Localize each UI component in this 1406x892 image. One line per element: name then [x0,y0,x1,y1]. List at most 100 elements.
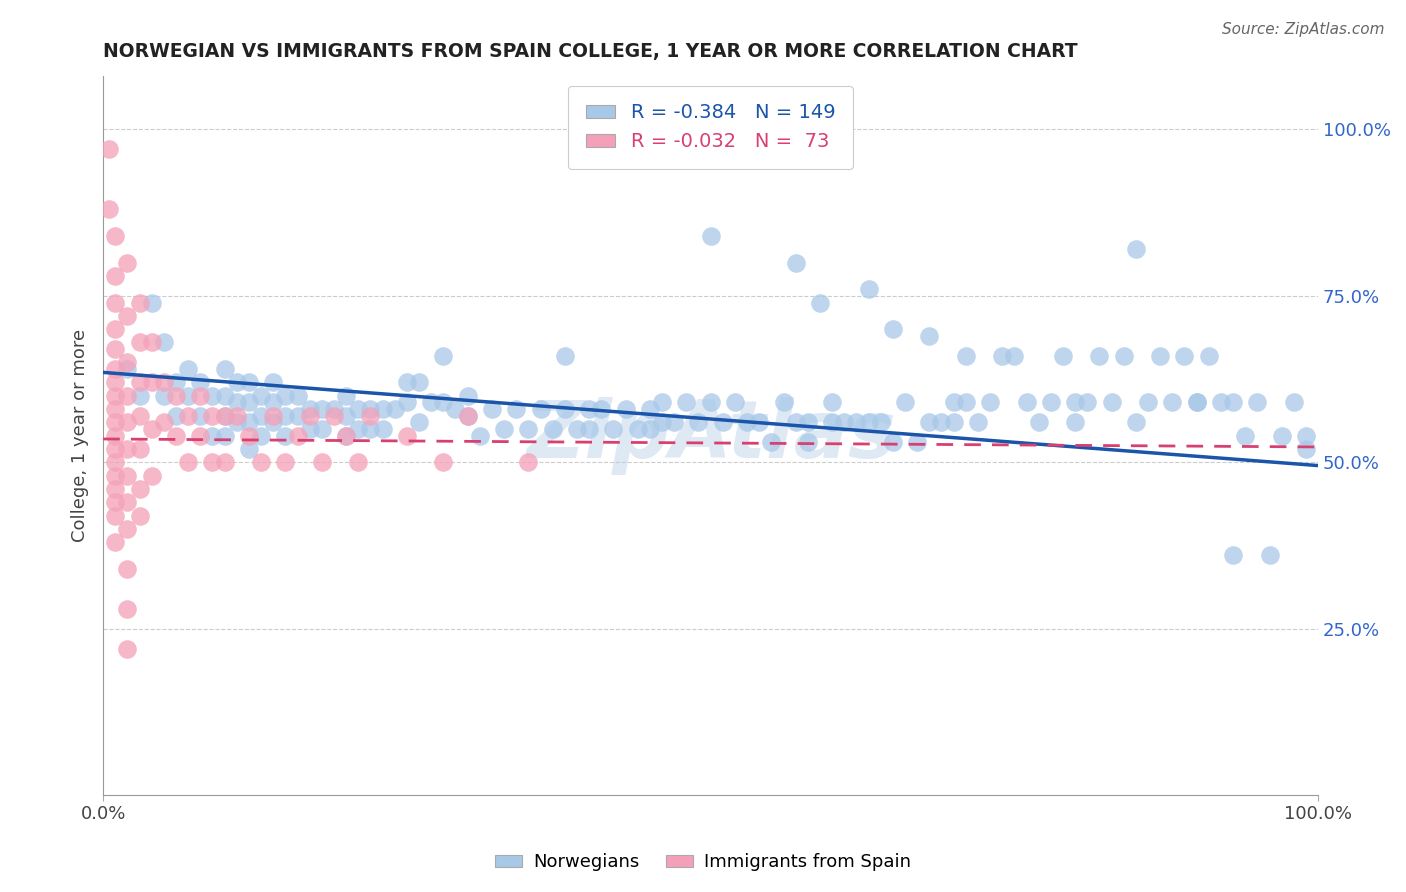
Point [1209,395,1232,409]
Point [165,389,187,403]
Point [117,468,139,483]
Point [1258,549,1281,563]
Point [420,395,443,409]
Point [1222,395,1244,409]
Point [238,376,260,390]
Point [117,641,139,656]
Point [602,422,624,436]
Point [1002,349,1025,363]
Point [141,295,163,310]
Point [225,376,247,390]
Point [262,409,284,423]
Point [772,395,794,409]
Point [104,268,127,283]
Point [1076,395,1098,409]
Point [141,335,163,350]
Point [591,402,613,417]
Point [104,468,127,483]
Point [250,389,273,403]
Point [347,402,370,417]
Point [104,376,127,390]
Point [821,415,844,429]
Point [1271,428,1294,442]
Point [359,422,381,436]
Point [323,402,346,417]
Point [335,389,357,403]
Point [214,362,236,376]
Point [153,376,176,390]
Point [262,395,284,409]
Point [225,409,247,423]
Point [165,409,187,423]
Point [517,455,540,469]
Point [882,322,904,336]
Point [1039,395,1062,409]
Text: Source: ZipAtlas.com: Source: ZipAtlas.com [1222,22,1385,37]
Point [858,415,880,429]
Point [117,362,139,376]
Point [651,395,673,409]
Point [188,376,211,390]
Point [141,376,163,390]
Point [104,508,127,523]
Point [1112,349,1135,363]
Point [1198,349,1220,363]
Point [104,402,127,417]
Point [748,415,770,429]
Point [991,349,1014,363]
Point [128,335,150,350]
Point [188,389,211,403]
Point [1161,395,1184,409]
Point [359,409,381,423]
Point [638,422,661,436]
Point [918,328,941,343]
Point [177,455,200,469]
Point [481,402,503,417]
Point [250,455,273,469]
Point [250,428,273,442]
Point [311,455,333,469]
Point [1185,395,1208,409]
Point [918,415,941,429]
Point [104,495,127,509]
Point [1246,395,1268,409]
Point [214,455,236,469]
Point [578,422,600,436]
Point [117,601,139,615]
Point [979,395,1001,409]
Point [177,389,200,403]
Point [432,349,454,363]
Point [214,409,236,423]
Point [711,415,734,429]
Point [675,395,697,409]
Point [311,402,333,417]
Point [117,442,139,456]
Legend: Norwegians, Immigrants from Spain: Norwegians, Immigrants from Spain [488,847,918,879]
Point [1015,395,1038,409]
Point [1282,395,1305,409]
Point [188,409,211,423]
Point [384,402,406,417]
Point [785,255,807,269]
Point [298,422,321,436]
Point [614,402,637,417]
Point [117,415,139,429]
Point [128,482,150,496]
Point [177,409,200,423]
Point [735,415,758,429]
Point [845,415,868,429]
Point [128,389,150,403]
Point [347,422,370,436]
Point [201,389,224,403]
Point [128,376,150,390]
Point [141,468,163,483]
Point [335,428,357,442]
Point [457,409,479,423]
Point [311,422,333,436]
Point [165,428,187,442]
Point [1064,415,1087,429]
Point [347,455,370,469]
Point [98,143,121,157]
Point [785,415,807,429]
Point [638,402,661,417]
